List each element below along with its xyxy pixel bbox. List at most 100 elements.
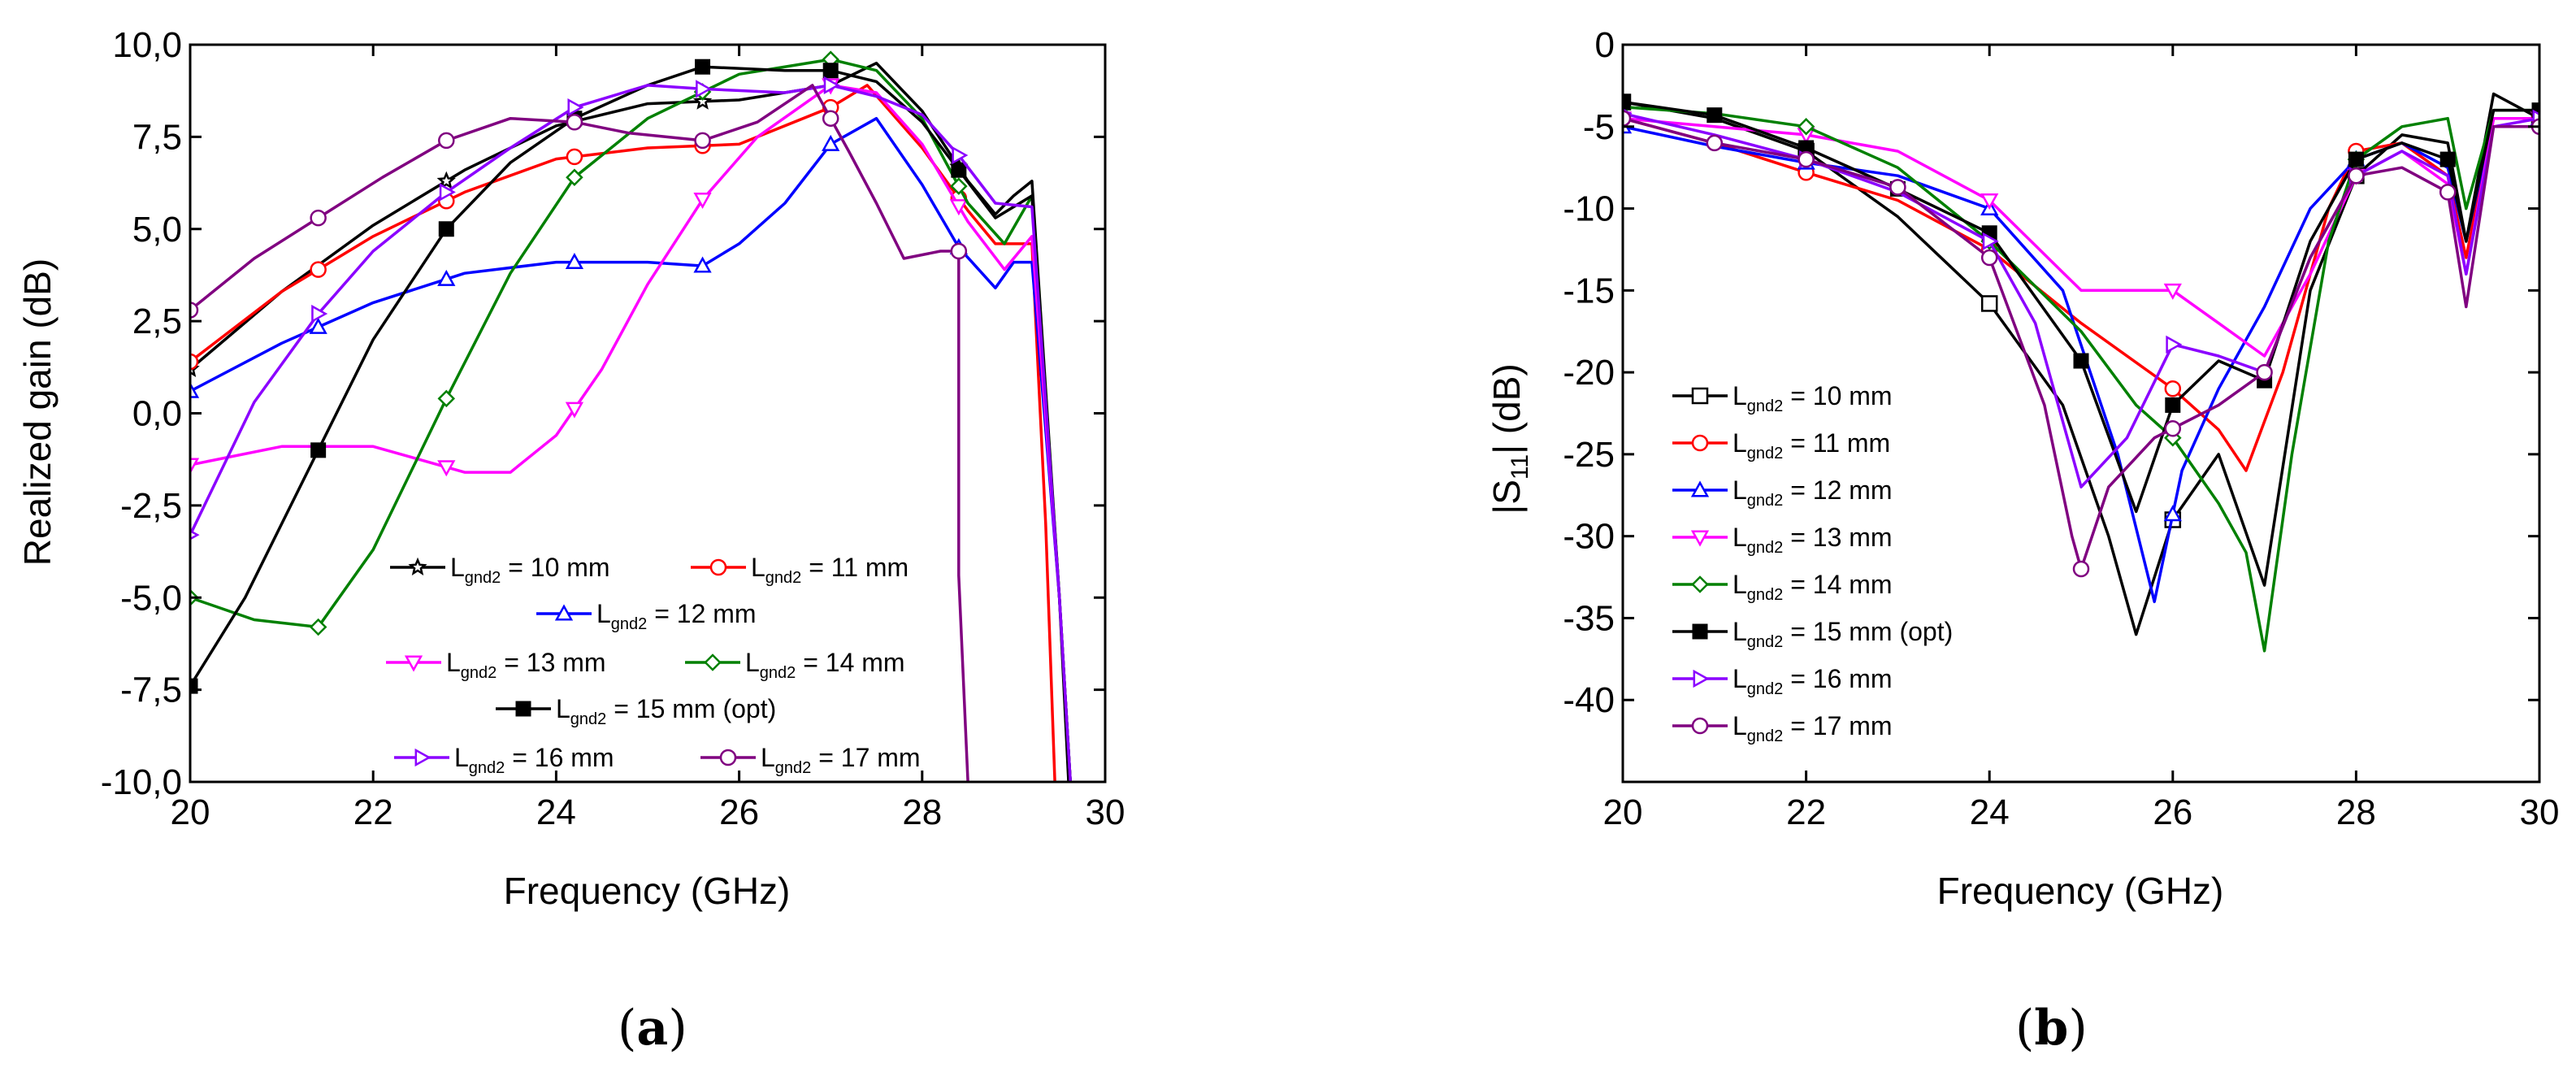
b-legend-item-l-gnd2-13-mm: Lgnd2 = 13 mm	[1672, 523, 1893, 557]
b-point-l-gnd2-17-mm-0	[1623, 110, 1632, 127]
b-legend-marker	[1691, 717, 1709, 735]
a-point-l-gnd2-14-mm-2	[437, 389, 456, 408]
a-legend-item-l-gnd2-16-mm: Lgnd2 = 16 mm	[394, 743, 614, 777]
b-y-tick-label: -25	[1563, 435, 1615, 475]
a-y-tick-label: -2,5	[120, 486, 182, 526]
a-point-l-gnd2-12-mm-3	[565, 252, 584, 270]
b-y-tick-label: -15	[1563, 271, 1615, 310]
legend-b: Lgnd2 = 10 mm Lgnd2 = 11 mm Lgnd2 = 12 mm L…	[1672, 381, 1953, 745]
b-legend-marker	[1691, 575, 1709, 593]
b-legend-item-l-gnd2-14-mm: Lgnd2 = 14 mm	[1672, 570, 1893, 604]
b-series-line-l-gnd2-11-mm	[1623, 116, 2539, 472]
a-y-tick-label: -5,0	[120, 578, 182, 618]
a-point-l-gnd2-11-mm-0	[190, 353, 199, 371]
a-point-l-gnd2-17-mm-2	[438, 132, 455, 150]
a-legend-label: Lgnd2 = 15 mm (opt)	[556, 694, 776, 728]
a-point-l-gnd2-16-mm-6	[952, 145, 969, 165]
a-point-l-gnd2-15-mm-opt-5	[822, 63, 839, 79]
b-legend-item-l-gnd2-11-mm: Lgnd2 = 11 mm	[1672, 428, 1890, 462]
y-axis-label-a: Realized gain (dB)	[16, 258, 59, 566]
chart-panel-a: 20 22 24 26 28 30 -10,0 -7,5 -5,0 -2,5 0,0 2,5 5,0 7,…	[16, 25, 1125, 1057]
b-legend-item-l-gnd2-16-mm: Lgnd2 = 16 mm	[1672, 664, 1893, 698]
a-y-tick-label: 2,5	[132, 302, 182, 341]
a-point-l-gnd2-16-mm-3	[567, 98, 584, 117]
b-legend-marker	[1691, 434, 1709, 452]
a-point-l-gnd2-17-mm-1	[310, 209, 327, 227]
a-x-tick-label: 24	[536, 792, 576, 832]
a-point-l-gnd2-17-mm-4	[694, 132, 711, 150]
b-legend-item-l-gnd2-10-mm: Lgnd2 = 10 mm	[1672, 381, 1893, 415]
b-x-tick-label: 26	[2153, 792, 2192, 832]
b-point-l-gnd2-17-mm-1	[1706, 134, 1724, 152]
a-legend-item-l-gnd2-12-mm: Lgnd2 = 12 mm	[536, 599, 757, 633]
b-point-l-gnd2-15-mm-opt-6	[2165, 397, 2181, 413]
b-point-l-gnd2-11-mm-3	[2164, 380, 2182, 397]
a-legend-marker	[709, 558, 727, 576]
a-y-tick-label: 10,0	[112, 25, 182, 65]
b-legend-marker	[1692, 623, 1708, 640]
a-y-tick-label: -7,5	[120, 671, 182, 710]
a-legend-marker	[408, 557, 427, 575]
b-point-l-gnd2-17-mm-9	[2439, 184, 2457, 201]
a-legend-marker	[554, 604, 574, 621]
b-legend-label: Lgnd2 = 17 mm	[1733, 711, 1893, 745]
b-point-l-gnd2-15-mm-opt-8	[2348, 151, 2364, 167]
b-y-tick-label: -30	[1563, 517, 1615, 557]
b-point-l-gnd2-15-mm-opt-1	[1706, 107, 1723, 124]
b-point-l-gnd2-10-mm-2	[1980, 295, 1998, 312]
b-point-l-gnd2-16-mm-3	[2166, 335, 2183, 354]
b-x-tick-label: 22	[1786, 792, 1826, 832]
a-legend-item-l-gnd2-15-mm-opt: Lgnd2 = 15 mm (opt)	[496, 694, 776, 728]
a-legend-item-l-gnd2-14-mm: Lgnd2 = 14 mm	[685, 648, 905, 682]
a-point-l-gnd2-13-mm-0	[190, 458, 200, 475]
a-legend-label: Lgnd2 = 13 mm	[446, 648, 606, 682]
a-legend-marker	[414, 748, 432, 767]
a-point-l-gnd2-16-mm-2	[439, 183, 456, 202]
a-point-l-gnd2-15-mm-opt-0	[190, 678, 198, 694]
a-y-tick-label: 7,5	[132, 117, 182, 157]
b-legend-label: Lgnd2 = 10 mm	[1733, 381, 1893, 415]
a-x-tick-label: 28	[902, 792, 942, 832]
a-legend-label: Lgnd2 = 17 mm	[761, 743, 921, 777]
a-point-l-gnd2-14-mm-3	[566, 168, 583, 187]
b-point-l-gnd2-16-mm-2	[1982, 232, 1999, 250]
b-y-tick-label: -10	[1563, 189, 1615, 229]
b-point-l-gnd2-15-mm-opt-5	[2073, 353, 2089, 369]
a-point-l-gnd2-13-mm-5	[949, 199, 968, 216]
a-point-l-gnd2-15-mm-opt-6	[951, 162, 967, 178]
plot-area-b	[1621, 43, 2541, 784]
b-legend-marker	[1690, 530, 1710, 547]
a-legend-label: Lgnd2 = 14 mm	[745, 648, 905, 682]
b-x-tick-label: 24	[1970, 792, 2010, 832]
a-x-tick-label: 30	[1086, 792, 1125, 832]
b-y-tick-label: 0	[1595, 25, 1615, 65]
a-legend-marker	[704, 653, 722, 671]
caption-a-letter: a	[636, 1000, 668, 1057]
a-legend-item-l-gnd2-10-mm: Lgnd2 = 10 mm	[390, 553, 610, 587]
a-point-l-gnd2-15-mm-opt-4	[695, 59, 711, 75]
b-point-l-gnd2-15-mm-opt-9	[2439, 151, 2456, 167]
a-legend-marker	[404, 655, 423, 672]
b-legend-item-l-gnd2-15-mm-opt: Lgnd2 = 15 mm (opt)	[1672, 617, 1953, 651]
a-point-l-gnd2-12-mm-5	[822, 134, 840, 151]
a-series-line-l-gnd2-17-mm	[190, 84, 969, 782]
a-point-l-gnd2-15-mm-opt-2	[438, 221, 454, 237]
a-point-l-gnd2-16-mm-5	[823, 76, 840, 95]
a-legend-label: Lgnd2 = 10 mm	[450, 553, 610, 587]
a-x-tick-label: 22	[353, 792, 393, 832]
b-legend-marker	[1690, 480, 1710, 497]
y-axis-label-b: |S11| (dB)	[1485, 363, 1533, 514]
a-legend-label: Lgnd2 = 12 mm	[596, 599, 757, 633]
a-point-l-gnd2-12-mm-1	[309, 317, 327, 334]
b-x-tick-label: 20	[1603, 792, 1643, 832]
b-legend-marker	[1691, 387, 1709, 405]
b-legend-marker	[1693, 669, 1710, 688]
caption-b-letter: b	[2034, 1000, 2068, 1057]
b-y-tick-label: -20	[1563, 353, 1615, 393]
ticks-b: 20 22 24 26 28 30 0 -5 -10 -15 -20 -25 -30 -35 -40	[1563, 25, 2559, 832]
b-legend-label: Lgnd2 = 14 mm	[1733, 570, 1893, 604]
a-series-line-l-gnd2-16-mm	[190, 84, 1072, 782]
a-series-line-l-gnd2-15-mm-opt	[190, 65, 1072, 782]
a-point-l-gnd2-12-mm-4	[693, 256, 712, 273]
caption-a: (a)	[618, 1000, 687, 1057]
